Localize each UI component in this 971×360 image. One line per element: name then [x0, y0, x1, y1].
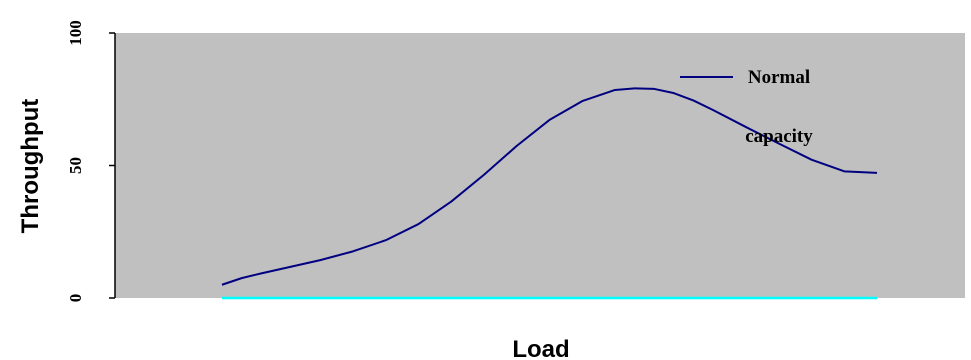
plot-area [115, 33, 965, 298]
legend-label-line2: capacity [745, 126, 813, 147]
y-tick-labels: 0 50 100 [66, 20, 85, 302]
x-axis-label: Load [512, 336, 569, 360]
y-tick-label: 0 [66, 294, 85, 303]
legend-label-line1: Normal [748, 67, 810, 88]
y-axis-label: Throughput [17, 99, 44, 234]
legend: Normal capacity [680, 67, 813, 147]
y-tick-label: 50 [66, 157, 85, 174]
series-layer [221, 87, 878, 300]
y-tick-label: 100 [66, 20, 85, 46]
axes-layer [109, 32, 116, 299]
series-line-1 [221, 87, 878, 286]
